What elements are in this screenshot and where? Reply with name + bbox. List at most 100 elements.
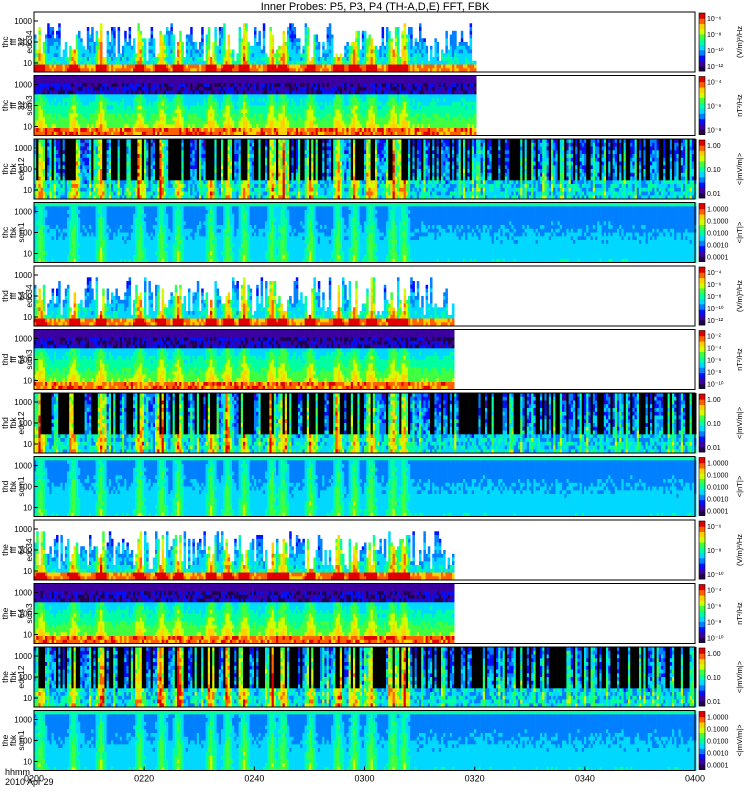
x-tick-label: 0200 xyxy=(24,774,44,784)
colorbar-swatch xyxy=(699,663,705,670)
colorbar-swatch xyxy=(699,171,705,178)
colorbar-swatch xyxy=(699,430,705,437)
x-tick-label: 0400 xyxy=(685,774,705,784)
colorbar-swatch xyxy=(699,367,705,374)
colorbar-swatch xyxy=(699,425,705,432)
colorbar-swatch xyxy=(699,330,705,337)
colorbar-swatch xyxy=(699,669,705,675)
colorbar-swatch xyxy=(699,166,705,173)
colorbar-swatch xyxy=(699,362,705,368)
y-axis-label: thdfff64edc34 xyxy=(0,284,34,307)
panel-9: 1000 100 10 thefff64edc34 10⁻⁶ 10⁻⁸ 10⁻¹⁰ (V/m)… xyxy=(0,519,744,581)
colorbar-swatch xyxy=(699,632,705,638)
colorbar-swatch xyxy=(699,303,705,310)
y-tick-label: 10 xyxy=(23,123,32,132)
colorbar-label: nT²/Hz xyxy=(735,602,744,625)
colorbar-tick-label: 10⁻⁴ xyxy=(707,270,722,277)
colorbar-swatch xyxy=(699,378,705,384)
colorbar-swatch xyxy=(699,531,705,538)
colorbar-swatch xyxy=(699,679,705,686)
y-tick-label: 100 xyxy=(19,38,33,47)
y-tick-label: 10 xyxy=(23,250,32,259)
y-axis-label: thefff64scm3 xyxy=(0,603,34,624)
chart-title: Inner Probes: P5, P3, P4 (TH-A,D,E) FFT,… xyxy=(0,1,750,13)
colorbar-swatch xyxy=(699,616,705,622)
panel-2: 1000 100 10 thcfff32scm3 10⁻⁴ 10⁻⁶ 10⁻⁸ nT²/Hz xyxy=(0,75,744,136)
colorbar-swatch xyxy=(699,722,705,728)
panel-11: 1000 100 10 thefbkedc12 1.00 0.10 0.01 <|mV/m|> xyxy=(0,646,744,708)
colorbar-swatch xyxy=(699,737,705,744)
colorbar-swatch xyxy=(699,415,705,421)
colorbar-tick-label: 10⁻¹² xyxy=(707,64,724,71)
x-tick-label: 0300 xyxy=(354,774,374,784)
colorbar-swatch xyxy=(699,568,705,575)
colorbar-tick-label: 0.0001 xyxy=(707,255,729,262)
y-tick-label: 1000 xyxy=(14,716,32,725)
colorbar-swatch xyxy=(699,648,705,654)
colorbar-tick-label: 10⁻⁸ xyxy=(707,370,721,377)
colorbar-swatch xyxy=(699,92,705,98)
colorbar-swatch xyxy=(699,13,705,19)
colorbar-swatch xyxy=(699,240,705,247)
y-tick-label: 1000 xyxy=(14,652,32,661)
colorbar-swatch xyxy=(699,653,705,659)
colorbar-label: <|mV/m|> xyxy=(735,660,744,693)
colorbar-swatch xyxy=(699,684,705,691)
colorbar-label: <|mV/m|> xyxy=(735,152,744,185)
y-tick-label: 100 xyxy=(19,102,33,111)
colorbar-swatch xyxy=(699,547,705,554)
y-tick-label: 1000 xyxy=(14,462,32,471)
y-tick-label: 100 xyxy=(19,229,33,238)
colorbar-swatch xyxy=(699,108,705,114)
colorbar-swatch xyxy=(699,314,705,321)
colorbar-swatch xyxy=(699,60,705,67)
panel-3: 1000 100 10 thcfbkedc12 1.00 0.10 0.01 <|mV/m|> xyxy=(0,138,744,200)
colorbar-swatch xyxy=(699,23,705,30)
colorbar-tick-label: 0.0010 xyxy=(707,243,729,250)
colorbar-swatch xyxy=(699,404,705,411)
colorbar-swatch xyxy=(699,267,705,273)
colorbar-swatch xyxy=(699,214,705,220)
x-tick-label: 0320 xyxy=(465,774,485,784)
colorbar-swatch xyxy=(699,589,705,596)
colorbar-tick-label: 10⁻⁸ xyxy=(707,294,721,301)
colorbar-swatch xyxy=(699,409,705,416)
y-axis-label: thcfbkscm1 xyxy=(0,222,26,243)
colorbar-label: <|mV/m|> xyxy=(735,724,744,757)
colorbar-tick-label: 0.1000 xyxy=(707,473,729,480)
colorbar-tick-label: 0.1000 xyxy=(707,727,729,734)
colorbar-swatch xyxy=(699,39,705,46)
colorbar-tick-label: 1.00 xyxy=(707,397,721,404)
colorbar-swatch xyxy=(699,155,705,162)
colorbar-tick-label: 0.01 xyxy=(707,699,721,706)
y-tick-label: 10 xyxy=(23,377,32,386)
colorbar-label: <|mV/m|> xyxy=(735,406,744,439)
colorbar-tick-label: 10⁻⁴ xyxy=(707,80,722,87)
y-tick-label: 1000 xyxy=(14,525,32,534)
colorbar-swatch xyxy=(699,81,705,88)
y-axis-label: thefff64edc34 xyxy=(0,538,34,561)
panel-5: 1000 100 10 thdfff64edc34 10⁻⁴ 10⁻⁶ 10⁻⁸ 10⁻¹⁰ 1… xyxy=(0,265,744,327)
colorbar-swatch xyxy=(699,478,705,485)
colorbar-tick-label: 10⁻⁸ xyxy=(707,548,721,555)
y-axis-label: thefbkedc12 xyxy=(0,665,26,688)
colorbar-swatch xyxy=(699,335,705,342)
y-tick-label: 10 xyxy=(23,440,32,449)
colorbar-tick-label: 1.0000 xyxy=(707,461,729,468)
colorbar-swatch xyxy=(699,542,705,548)
colorbar-swatch xyxy=(699,584,705,591)
y-tick-label: 1000 xyxy=(14,81,32,90)
colorbar-swatch xyxy=(699,557,705,564)
colorbar-tick-label: 0.0100 xyxy=(707,739,729,746)
colorbar-swatch xyxy=(699,505,705,511)
y-tick-label: 100 xyxy=(19,737,33,746)
colorbar-swatch xyxy=(699,140,705,146)
colorbar-swatch xyxy=(699,49,705,56)
colorbar-tick-label: 0.0001 xyxy=(707,509,729,516)
panel-1: 1000 100 10 thcfff32edc34 10⁻⁶ 10⁻⁸ 10⁻¹⁰ 10⁻¹²… xyxy=(0,11,744,73)
colorbar-swatch xyxy=(699,124,705,130)
colorbar-swatch xyxy=(699,727,705,733)
panel-4: 1000 100 10 thcfbkscm1 1.0000 0.1000 0.0100 0.0… xyxy=(0,202,744,263)
colorbar-tick-label: 10⁻⁶ xyxy=(707,604,721,611)
colorbar-swatch xyxy=(699,399,705,405)
